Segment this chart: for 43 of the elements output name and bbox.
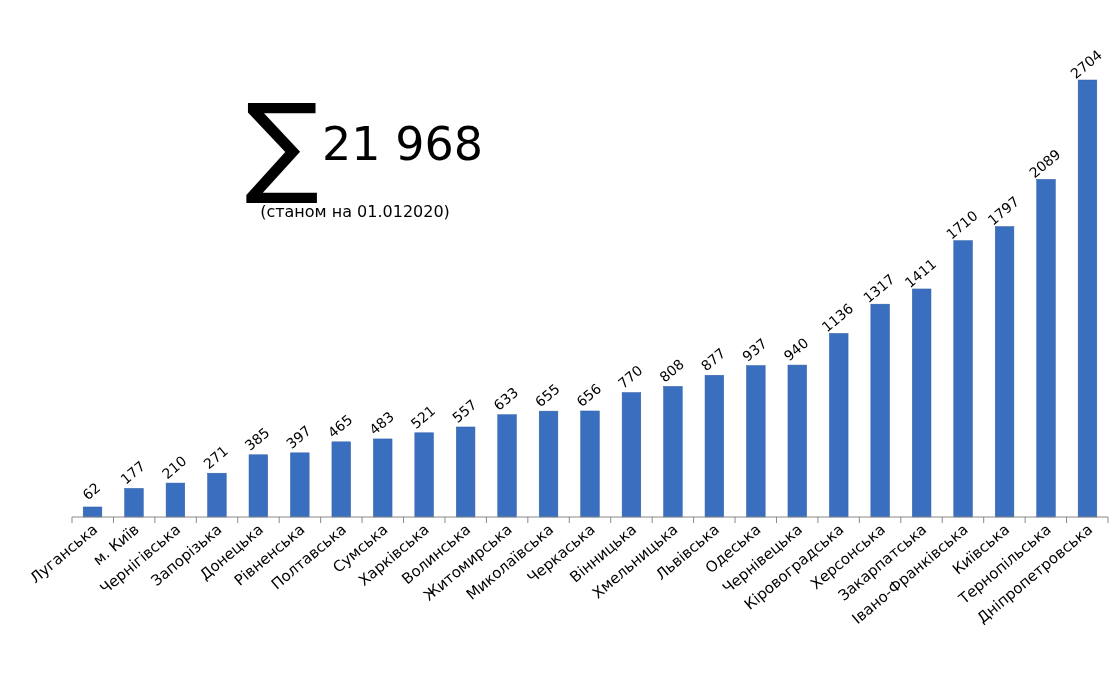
data-label: 210 (158, 452, 190, 482)
bar (704, 375, 724, 518)
data-label: 271 (200, 442, 232, 473)
bar (787, 364, 807, 518)
bar (1036, 179, 1056, 518)
bar (746, 365, 766, 518)
data-label: 937 (739, 335, 770, 365)
data-label: 940 (780, 334, 812, 364)
data-label: 808 (656, 355, 688, 386)
data-label: 62 (79, 479, 104, 504)
bar (994, 226, 1015, 518)
data-label: 521 (407, 402, 439, 432)
bar (331, 441, 351, 518)
bar (870, 303, 890, 518)
data-label: 633 (490, 384, 522, 414)
bar (538, 410, 559, 518)
bar (912, 288, 932, 518)
data-label: 483 (366, 408, 397, 438)
bar (829, 333, 849, 518)
data-label: 656 (573, 380, 605, 410)
bar (414, 432, 434, 518)
data-label: 465 (324, 411, 356, 441)
data-label: 877 (697, 344, 729, 375)
data-label: 655 (531, 380, 563, 411)
data-label: 770 (614, 362, 646, 392)
bar (207, 472, 227, 518)
annotation: (станом на 01.012020) (260, 202, 450, 221)
bar (953, 240, 973, 518)
bar (290, 452, 310, 518)
bar (1077, 79, 1098, 518)
bar (165, 482, 186, 518)
data-label: 177 (117, 457, 149, 488)
bar (248, 454, 268, 518)
bar (663, 386, 683, 518)
bar (373, 438, 393, 518)
bar (497, 414, 517, 518)
annotation: 21 968 (322, 117, 483, 171)
bar (621, 392, 642, 518)
bar (580, 410, 600, 518)
bar (82, 506, 103, 518)
bar (124, 488, 144, 518)
data-label: 385 (241, 424, 273, 454)
bar (456, 426, 476, 518)
